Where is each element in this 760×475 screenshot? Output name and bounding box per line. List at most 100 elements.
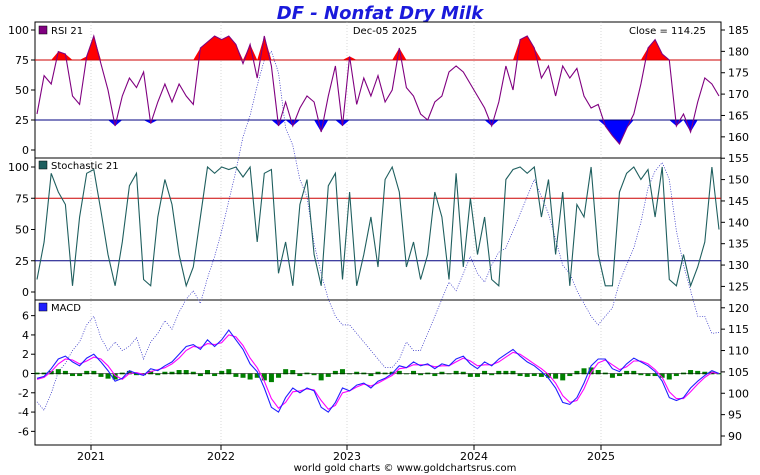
macd-histogram-bar (347, 373, 353, 375)
x-tick-label: 2021 (77, 450, 105, 463)
macd-histogram-bar (659, 373, 665, 378)
macd-histogram-bar (233, 373, 239, 377)
macd-tick-label: -4 (18, 406, 29, 419)
price-tick-label: 130 (728, 259, 749, 272)
macd-histogram-bar (339, 369, 345, 375)
macd-histogram-bar (268, 373, 274, 383)
macd-histogram-bar (574, 370, 580, 375)
stochastic-legend-swatch (38, 160, 48, 170)
macd-histogram-bar (517, 373, 523, 377)
macd-histogram-bar (318, 373, 324, 381)
rsi-tick-label: 75 (15, 54, 29, 67)
macd-histogram-bar (197, 373, 203, 377)
macd-histogram-bar (403, 373, 409, 375)
macd-histogram-bar (489, 373, 495, 376)
rsi-tick-label: 50 (15, 84, 29, 97)
axis-ticks: 2021 2022 2023 2024 202518518017517016516015… (8, 24, 749, 463)
macd-histogram-bar (496, 370, 502, 375)
rsi-overbought-fill (51, 36, 670, 60)
macd-histogram-bar (474, 373, 480, 377)
stochastic-tick-label: 0 (22, 286, 29, 299)
macd-histogram-bar (538, 373, 544, 377)
macd-histogram-bar (446, 373, 452, 375)
stochastic-tick-label: 75 (15, 192, 29, 205)
macd-histogram-bar (609, 373, 615, 378)
macd-histogram-bar (688, 370, 694, 375)
price-tick-label: 175 (728, 67, 749, 80)
stochastic-tick-label: 50 (15, 224, 29, 237)
macd-histogram-bar (645, 373, 651, 377)
macd-histogram-bar (98, 373, 104, 377)
macd-histogram-bar (482, 370, 488, 375)
stochastic-panel-frame (34, 157, 722, 301)
macd-histogram-bar (276, 373, 282, 378)
macd-histogram-bar (162, 371, 168, 375)
macd-histogram-bar (332, 370, 338, 375)
macd-histogram-bar (716, 373, 722, 375)
macd-histogram-bar (702, 371, 708, 375)
price-tick-label: 135 (728, 238, 749, 251)
macd-histogram-bar (375, 371, 381, 375)
macd-histogram-bar (205, 370, 210, 375)
price-tick-label: 105 (728, 366, 749, 379)
macd-histogram-bar (695, 370, 701, 375)
macd-histogram-bar (133, 373, 139, 376)
macd-histogram-bar (91, 370, 97, 375)
close-label: Close = 114.25 (629, 26, 706, 37)
macd-histogram-bar (524, 373, 530, 377)
macd-histogram-bar (62, 370, 68, 375)
macd-tick-label: 0 (22, 368, 29, 381)
macd-histogram-bar (467, 373, 473, 377)
macd-histogram-bar (55, 369, 61, 375)
price-tick-label: 145 (728, 195, 749, 208)
macd-legend-swatch (38, 302, 48, 312)
macd-histogram-bar (439, 371, 445, 375)
macd-histogram-bar (553, 373, 559, 379)
macd-histogram-bar (531, 373, 537, 377)
macd-histogram-bar (48, 370, 54, 375)
price-tick-label: 170 (728, 88, 749, 101)
macd-histogram-bar (510, 370, 516, 375)
rsi-legend-label: RSI 21 (51, 26, 83, 37)
stochastic-tick-label: 25 (15, 255, 29, 268)
x-tick-label: 2024 (460, 450, 488, 463)
macd-line (36, 329, 720, 413)
macd-histogram-bar (567, 373, 573, 377)
price-tick-label: 90 (728, 430, 742, 443)
macd-tick-label: 6 (22, 310, 29, 323)
rsi-tick-label: 0 (22, 144, 29, 157)
stochastic-line (36, 165, 720, 288)
rsi-tick-label: 100 (8, 24, 29, 37)
macd-histogram-bar (354, 371, 360, 375)
macd-histogram-bar (666, 373, 672, 380)
macd-histogram-bar (624, 370, 630, 375)
macd-histogram-bar (190, 371, 196, 375)
macd-tick-label: -2 (18, 387, 29, 400)
macd-histogram-bar (631, 370, 637, 375)
price-tick-label: 160 (728, 131, 749, 144)
macd-histogram-bar (254, 373, 260, 378)
macd-histogram-bar (617, 373, 623, 377)
x-tick-label: 2023 (333, 450, 361, 463)
macd-histogram-bar (638, 373, 644, 376)
macd-histogram-bar (460, 371, 466, 375)
macd-histogram-bar (595, 370, 601, 375)
price-tick-label: 155 (728, 152, 749, 165)
macd-histogram-bar (652, 373, 658, 377)
macd-histogram-bar (70, 373, 76, 377)
macd-histogram-bar (240, 373, 246, 378)
macd-histogram-bar (183, 370, 189, 375)
macd-histogram-bar (112, 373, 118, 380)
macd-histogram-bar (212, 373, 218, 377)
rsi-tick-label: 25 (15, 114, 29, 127)
macd-histogram-bar (176, 370, 182, 375)
macd-histogram-bar (261, 373, 267, 381)
price-tick-label: 120 (728, 302, 749, 315)
macd-histogram-bar (581, 368, 587, 375)
price-tick-label: 165 (728, 109, 749, 122)
macd-histogram-bar (247, 373, 253, 380)
macd-histogram-bar (673, 373, 679, 377)
stochastic-legend-label: Stochastic 21 (51, 161, 119, 172)
macd-histogram-bar (411, 370, 417, 375)
